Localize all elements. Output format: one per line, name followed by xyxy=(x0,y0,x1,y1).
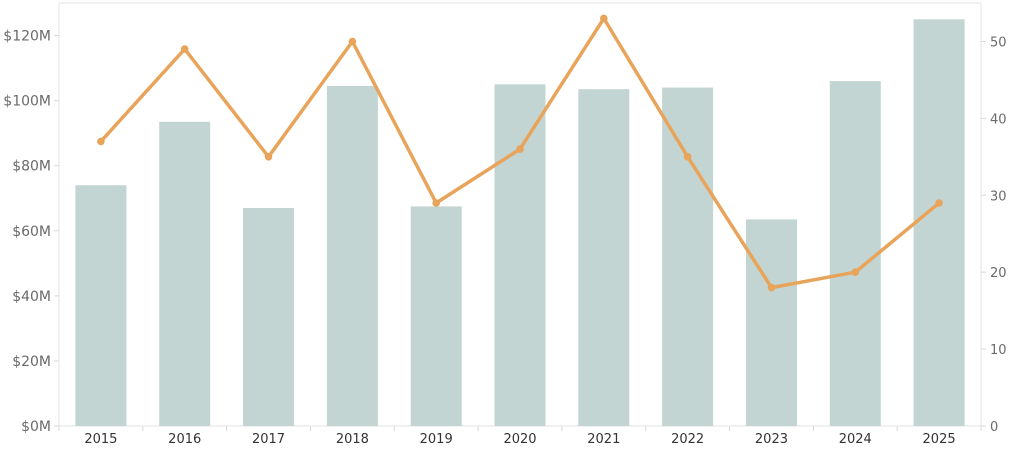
x-tick-label: 2015 xyxy=(84,432,117,447)
line-point-2022 xyxy=(683,153,692,161)
line-point-2015 xyxy=(97,137,105,146)
x-tick-label: 2017 xyxy=(252,432,285,447)
y-right-tick-label: 40 xyxy=(990,112,1007,127)
x-tick-label: 2024 xyxy=(839,432,872,447)
x-tick-label: 2018 xyxy=(336,432,369,447)
bar-2016 xyxy=(159,121,211,427)
x-tick-label: 2019 xyxy=(420,432,453,447)
y-left-tick-label: $100M xyxy=(3,94,51,110)
line-point-2016 xyxy=(180,45,189,53)
y-right-tick-label: 20 xyxy=(990,266,1007,281)
y-left-tick-label: $120M xyxy=(3,29,51,45)
bar-2023 xyxy=(746,219,797,426)
y-left-tick-label: $40M xyxy=(12,289,51,305)
bar-2018 xyxy=(326,86,378,426)
x-tick-label: 2025 xyxy=(923,432,956,447)
y-right-tick-label: 50 xyxy=(990,35,1007,50)
x-tick-label: 2022 xyxy=(671,432,704,447)
x-tick-label: 2020 xyxy=(503,432,536,447)
line-point-2023 xyxy=(767,283,776,292)
y-left-tick-label: $80M xyxy=(12,159,51,175)
bar-2025 xyxy=(913,19,965,427)
line-point-2021 xyxy=(600,14,608,23)
line-point-2017 xyxy=(264,153,273,161)
x-tick-label: 2023 xyxy=(755,432,788,447)
bar-2015 xyxy=(75,185,127,426)
x-tick-label: 2016 xyxy=(168,432,201,447)
y-right-tick-label: 10 xyxy=(990,343,1007,358)
bar-2020 xyxy=(494,84,546,427)
line-point-2025 xyxy=(935,199,943,207)
line-point-2024 xyxy=(851,268,860,277)
y-right-axis: 0 10 20 30 40 50 xyxy=(981,35,1007,435)
line-point-2018 xyxy=(348,37,357,46)
bar-series xyxy=(75,19,965,427)
bar-2022 xyxy=(662,87,714,426)
line-point-2019 xyxy=(432,199,441,207)
y-left-tick-label: $0M xyxy=(21,419,51,435)
line-series xyxy=(97,14,943,292)
line-point-2020 xyxy=(516,145,524,153)
y-right-tick-label: 30 xyxy=(990,189,1007,204)
bar-2021 xyxy=(578,89,630,426)
y-left-tick-label: $60M xyxy=(12,224,51,240)
x-tick-label: 2021 xyxy=(587,432,620,447)
x-axis: 2015 2016 2017 2018 2019 2020 2021 2022 2023 2024… xyxy=(58,426,982,447)
y-right-tick-label: 0 xyxy=(990,420,998,435)
bar-2024 xyxy=(829,81,881,426)
bar-2019 xyxy=(410,206,462,426)
y-left-tick-label: $20M xyxy=(12,354,51,370)
bar-2017 xyxy=(243,208,294,426)
y-left-axis: $0M $20M $40M $60M $80M $100M $120M xyxy=(3,29,59,435)
